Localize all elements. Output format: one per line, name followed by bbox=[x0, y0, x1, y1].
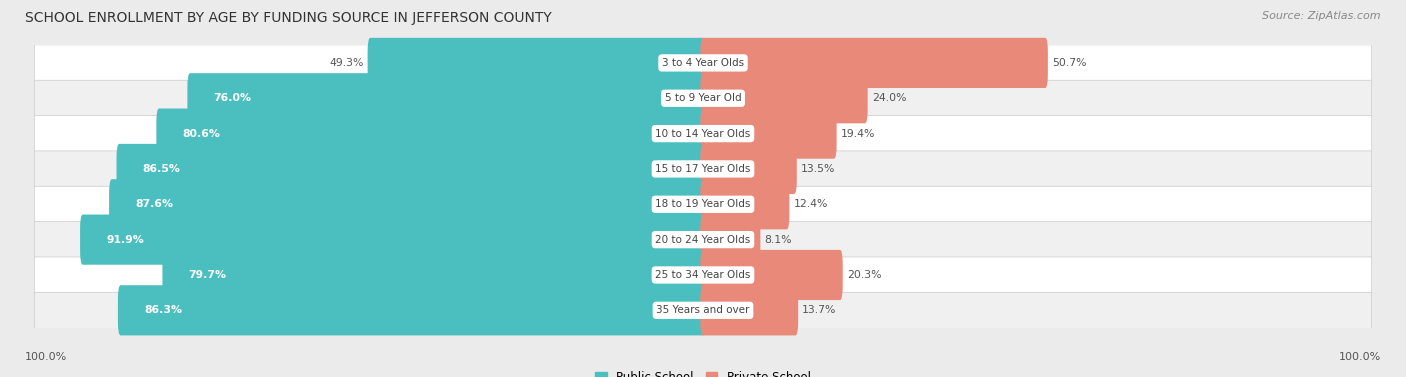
Text: 100.0%: 100.0% bbox=[1339, 352, 1381, 362]
FancyBboxPatch shape bbox=[700, 144, 797, 194]
FancyBboxPatch shape bbox=[110, 179, 706, 229]
Text: 80.6%: 80.6% bbox=[183, 129, 221, 139]
FancyBboxPatch shape bbox=[187, 73, 706, 123]
Text: 76.0%: 76.0% bbox=[214, 93, 252, 103]
Text: 8.1%: 8.1% bbox=[765, 234, 792, 245]
Text: Source: ZipAtlas.com: Source: ZipAtlas.com bbox=[1263, 11, 1381, 21]
Text: 10 to 14 Year Olds: 10 to 14 Year Olds bbox=[655, 129, 751, 139]
FancyBboxPatch shape bbox=[700, 215, 761, 265]
Text: 35 Years and over: 35 Years and over bbox=[657, 305, 749, 315]
Text: 19.4%: 19.4% bbox=[841, 129, 875, 139]
Text: 3 to 4 Year Olds: 3 to 4 Year Olds bbox=[662, 58, 744, 68]
FancyBboxPatch shape bbox=[700, 250, 842, 300]
Text: 50.7%: 50.7% bbox=[1052, 58, 1087, 68]
Text: 100.0%: 100.0% bbox=[25, 352, 67, 362]
Text: 13.5%: 13.5% bbox=[801, 164, 835, 174]
FancyBboxPatch shape bbox=[700, 285, 799, 336]
Text: 86.5%: 86.5% bbox=[143, 164, 181, 174]
FancyBboxPatch shape bbox=[700, 38, 1047, 88]
Text: 79.7%: 79.7% bbox=[188, 270, 226, 280]
FancyBboxPatch shape bbox=[156, 109, 706, 159]
FancyBboxPatch shape bbox=[34, 80, 1372, 116]
FancyBboxPatch shape bbox=[117, 144, 706, 194]
FancyBboxPatch shape bbox=[163, 250, 706, 300]
Text: 5 to 9 Year Old: 5 to 9 Year Old bbox=[665, 93, 741, 103]
FancyBboxPatch shape bbox=[80, 215, 706, 265]
Text: 25 to 34 Year Olds: 25 to 34 Year Olds bbox=[655, 270, 751, 280]
Text: 12.4%: 12.4% bbox=[793, 199, 828, 209]
Text: 15 to 17 Year Olds: 15 to 17 Year Olds bbox=[655, 164, 751, 174]
FancyBboxPatch shape bbox=[118, 285, 706, 336]
FancyBboxPatch shape bbox=[367, 38, 706, 88]
FancyBboxPatch shape bbox=[34, 257, 1372, 293]
FancyBboxPatch shape bbox=[34, 116, 1372, 152]
Text: 24.0%: 24.0% bbox=[872, 93, 907, 103]
Text: SCHOOL ENROLLMENT BY AGE BY FUNDING SOURCE IN JEFFERSON COUNTY: SCHOOL ENROLLMENT BY AGE BY FUNDING SOUR… bbox=[25, 11, 553, 25]
Text: 86.3%: 86.3% bbox=[145, 305, 183, 315]
FancyBboxPatch shape bbox=[34, 151, 1372, 187]
FancyBboxPatch shape bbox=[34, 222, 1372, 257]
FancyBboxPatch shape bbox=[700, 109, 837, 159]
Text: 87.6%: 87.6% bbox=[135, 199, 173, 209]
Text: 20 to 24 Year Olds: 20 to 24 Year Olds bbox=[655, 234, 751, 245]
FancyBboxPatch shape bbox=[34, 186, 1372, 222]
Text: 18 to 19 Year Olds: 18 to 19 Year Olds bbox=[655, 199, 751, 209]
Text: 91.9%: 91.9% bbox=[107, 234, 145, 245]
Text: 13.7%: 13.7% bbox=[803, 305, 837, 315]
Text: 49.3%: 49.3% bbox=[329, 58, 364, 68]
Legend: Public School, Private School: Public School, Private School bbox=[595, 371, 811, 377]
FancyBboxPatch shape bbox=[700, 179, 789, 229]
FancyBboxPatch shape bbox=[34, 292, 1372, 328]
FancyBboxPatch shape bbox=[34, 45, 1372, 81]
FancyBboxPatch shape bbox=[700, 73, 868, 123]
Text: 20.3%: 20.3% bbox=[846, 270, 882, 280]
